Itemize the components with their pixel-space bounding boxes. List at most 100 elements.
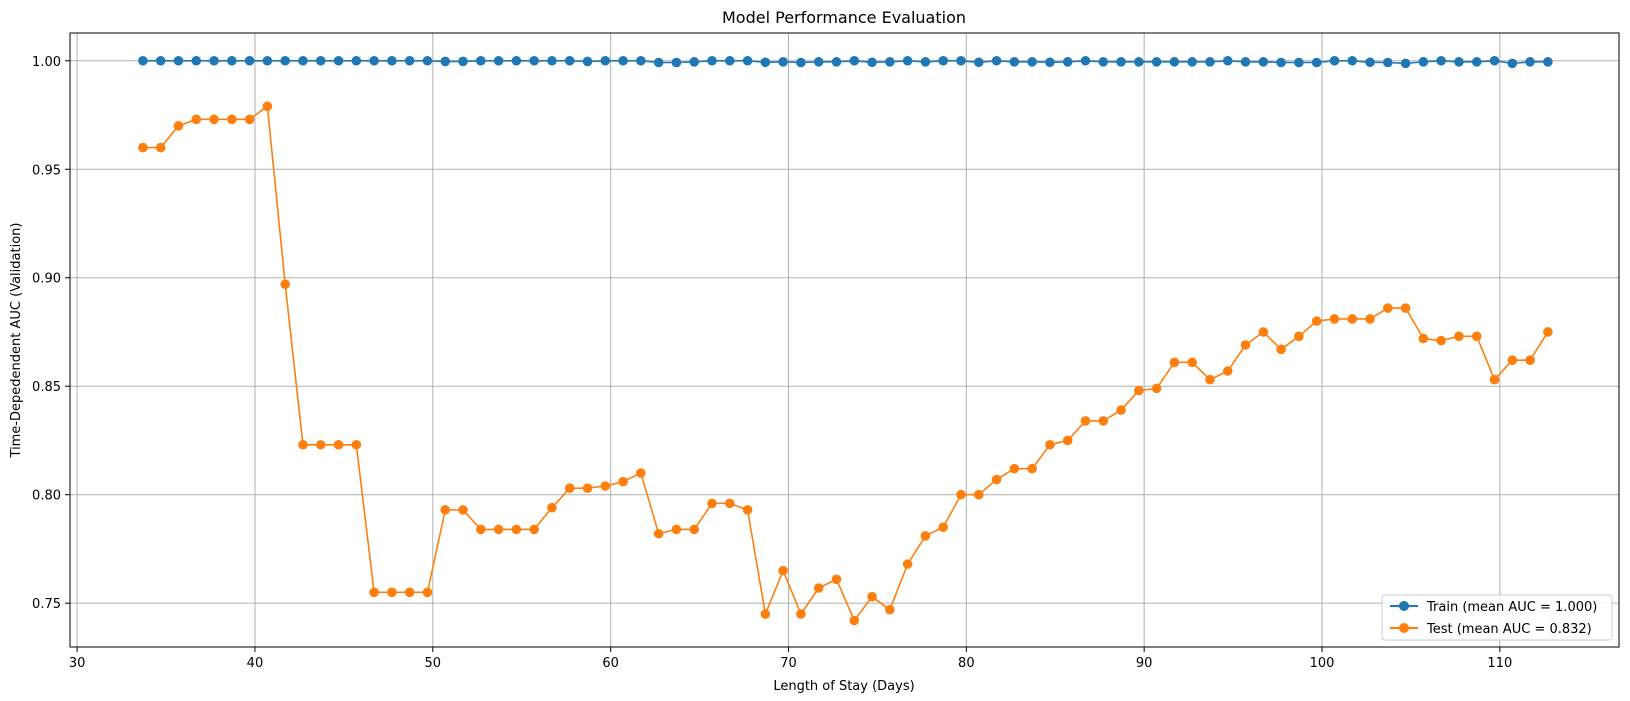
train-point — [920, 57, 931, 67]
train-point — [636, 55, 646, 66]
x-tick-label: 30 — [69, 656, 86, 671]
train-point — [973, 57, 984, 68]
test-point — [689, 524, 700, 535]
train-point — [209, 55, 219, 66]
y-tick-label: 1.00 — [32, 55, 61, 70]
test-point — [1205, 374, 1215, 385]
test-point — [653, 528, 664, 539]
train-point — [1347, 55, 1358, 66]
test-point — [1062, 435, 1073, 446]
train-point — [707, 55, 717, 66]
test-point — [476, 524, 486, 535]
test-point — [707, 498, 717, 509]
test-point — [227, 114, 237, 125]
train-point — [938, 55, 948, 66]
train-point — [600, 55, 611, 66]
train-point — [1276, 57, 1286, 68]
test-point — [885, 604, 895, 615]
train-point — [1471, 57, 1482, 67]
test-point — [1471, 331, 1482, 342]
test-point — [422, 587, 433, 598]
test-point — [511, 524, 522, 535]
x-tick-label: 90 — [1136, 656, 1153, 671]
train-point — [1134, 57, 1144, 67]
x-axis-ticks: 30 40 50 60 70 80 90 100 110 — [69, 647, 1512, 671]
y-tick-label: 0.95 — [32, 163, 61, 178]
train-point — [1009, 57, 1020, 67]
train-point — [529, 55, 539, 66]
y-tick-label: 0.85 — [32, 380, 61, 395]
test-point — [1169, 357, 1180, 368]
test-point — [458, 505, 468, 515]
test-point — [920, 531, 931, 541]
test-point — [1454, 331, 1464, 342]
test-point — [333, 439, 344, 450]
train-point — [1311, 57, 1322, 68]
train-point — [138, 55, 148, 66]
test-point — [173, 121, 184, 131]
train-point — [315, 55, 326, 66]
test-point — [138, 142, 148, 153]
test-point — [902, 559, 913, 569]
train-point — [1436, 55, 1446, 66]
test-point — [1009, 463, 1020, 474]
train-point — [1507, 58, 1518, 69]
train-point — [1525, 57, 1535, 67]
test-point — [636, 468, 646, 478]
train-point — [564, 55, 575, 66]
train-point — [778, 57, 788, 67]
test-point — [831, 574, 842, 585]
train-point — [493, 55, 504, 66]
test-point — [796, 609, 806, 619]
test-point — [155, 142, 166, 153]
train-point — [760, 57, 771, 68]
x-tick-label: 70 — [780, 656, 797, 671]
train-point — [1383, 57, 1393, 68]
train-point — [404, 55, 415, 66]
train-point — [1062, 57, 1073, 67]
test-point — [582, 483, 593, 493]
train-point — [1543, 57, 1553, 67]
x-tick-label: 110 — [1487, 656, 1512, 671]
test-series — [138, 101, 1553, 626]
train-point — [1240, 57, 1251, 67]
test-point — [440, 505, 451, 515]
train-point — [369, 55, 379, 66]
x-tick-label: 100 — [1310, 656, 1335, 671]
test-point — [529, 524, 539, 535]
test-point — [1080, 416, 1091, 426]
legend-box — [1381, 594, 1613, 641]
train-point — [387, 55, 397, 66]
train-point — [1329, 55, 1340, 66]
series-layer — [138, 55, 1553, 626]
train-point — [831, 57, 842, 67]
test-point — [262, 101, 273, 112]
train-point — [280, 55, 290, 66]
test-point — [973, 489, 984, 500]
test-point — [849, 615, 860, 626]
train-point — [511, 55, 522, 66]
chart-title: Model Performance Evaluation — [722, 8, 966, 27]
y-tick-label: 0.90 — [32, 272, 61, 287]
train-point — [991, 55, 1002, 66]
test-point — [369, 587, 379, 598]
train-point — [885, 57, 895, 67]
test-point — [1383, 303, 1393, 313]
x-tick-label: 50 — [425, 656, 442, 671]
test-point — [1116, 405, 1126, 415]
train-point — [618, 55, 628, 66]
train-point — [724, 55, 735, 66]
test-point — [1045, 439, 1055, 450]
test-point — [778, 565, 788, 576]
test-point — [1187, 357, 1197, 368]
test-point — [991, 474, 1002, 485]
train-point — [262, 55, 273, 66]
train-point — [173, 55, 184, 66]
y-tick-label: 0.75 — [32, 597, 61, 612]
test-point — [298, 439, 308, 450]
test-point — [1098, 416, 1109, 426]
y-tick-label: 0.80 — [32, 489, 61, 504]
x-tick-label: 40 — [247, 656, 264, 671]
train-point — [333, 55, 344, 66]
